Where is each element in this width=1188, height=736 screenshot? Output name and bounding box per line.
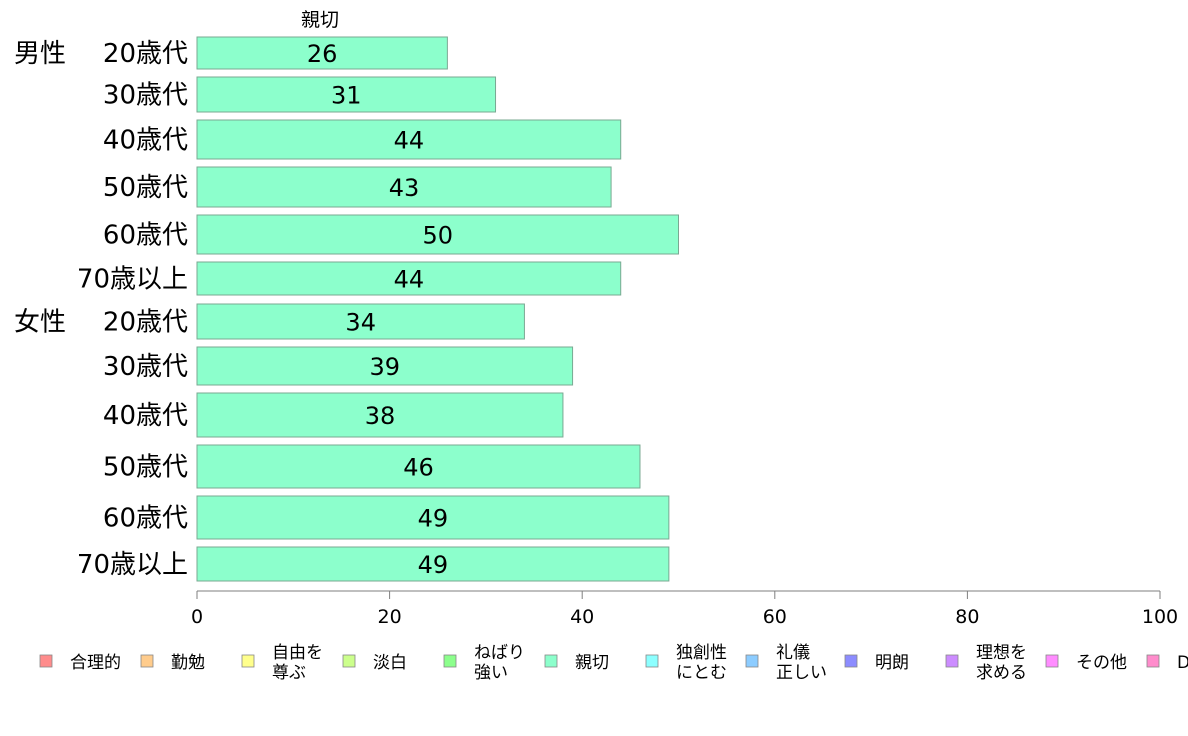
legend-label: その他: [1076, 653, 1127, 673]
legend-swatch: [645, 654, 659, 668]
legend-label: ねばり: [474, 643, 525, 663]
category-label: 50歳代: [103, 453, 188, 483]
legend-swatch: [443, 654, 457, 668]
legend-label: 理想を: [976, 643, 1027, 663]
bar: [196, 546, 670, 582]
bar: [196, 166, 612, 208]
legend-label: D: [1177, 653, 1188, 673]
bar: [196, 214, 679, 255]
row-labels-group: 20歳代男性30歳代40歳代50歳代60歳代70歳以上20歳代女性30歳代40歳…: [14, 39, 188, 580]
category-label: 50歳代: [103, 173, 188, 203]
legend-label: 自由を: [272, 643, 323, 663]
category-label: 20歳代: [103, 308, 188, 338]
legend-label: 礼儀: [776, 643, 810, 663]
category-label: 20歳代: [103, 39, 188, 69]
legend-label: 強い: [474, 663, 508, 683]
group-label: 男性: [14, 39, 66, 69]
legend-swatch: [1146, 654, 1160, 668]
value-label: 34: [345, 309, 376, 337]
value-label: 43: [389, 174, 420, 202]
x-axis: 0 20 40 60 80 100: [191, 590, 1178, 628]
value-label: 44: [394, 127, 425, 155]
bar: [196, 392, 564, 438]
bar: [196, 346, 574, 386]
legend-label: 求める: [976, 663, 1027, 683]
group-label: 女性: [14, 308, 66, 338]
legend-label: 親切: [575, 653, 609, 673]
legend-swatch: [945, 654, 959, 668]
bar: [196, 36, 448, 70]
x-tick-label: 100: [1142, 606, 1178, 628]
legend-label: 淡白: [373, 653, 407, 673]
x-tick-label: 20: [378, 606, 402, 628]
bar: [196, 303, 525, 340]
value-label: 49: [418, 505, 449, 533]
value-label: 31: [331, 82, 362, 110]
value-label: 50: [422, 222, 453, 250]
x-tick-label: 80: [955, 606, 979, 628]
legend-label: 合理的: [70, 653, 121, 673]
category-label: 60歳代: [103, 504, 188, 534]
x-tick-label: 40: [570, 606, 594, 628]
legend-label: 正しい: [776, 663, 827, 683]
legend-swatch: [342, 654, 356, 668]
value-label: 38: [365, 402, 396, 430]
legend-swatch: [241, 654, 255, 668]
value-label: 46: [403, 454, 434, 482]
category-label: 30歳代: [103, 352, 188, 382]
bar: [196, 495, 670, 540]
legend-swatch: [745, 654, 759, 668]
category-label: 40歳代: [103, 401, 188, 431]
legend-label: にとむ: [676, 663, 727, 683]
x-tick-label: 60: [763, 606, 787, 628]
series-title: 親切: [301, 9, 339, 31]
bar: [196, 119, 622, 160]
legend-label: 勤勉: [171, 653, 205, 673]
bar: [196, 444, 641, 489]
category-label: 30歳代: [103, 81, 188, 111]
x-tick-label: 0: [191, 606, 203, 628]
legend-swatch: [1045, 654, 1059, 668]
category-label: 60歳代: [103, 221, 188, 251]
value-label: 26: [307, 40, 338, 68]
legend-label: 独創性: [676, 643, 727, 663]
bar: [196, 76, 497, 113]
category-label: 40歳代: [103, 126, 188, 156]
category-label: 70歳以上: [77, 265, 188, 295]
category-label: 70歳以上: [77, 550, 188, 580]
value-label: 44: [394, 266, 425, 294]
legend-swatch: [140, 654, 154, 668]
legend-label: 尊ぶ: [272, 663, 306, 683]
legend-swatch: [544, 654, 558, 668]
value-label: 49: [418, 551, 449, 579]
value-label: 39: [370, 353, 401, 381]
legend-swatch: [39, 654, 53, 668]
legend-label: 明朗: [875, 653, 909, 673]
bar: [196, 261, 622, 296]
legend-swatch: [844, 654, 858, 668]
